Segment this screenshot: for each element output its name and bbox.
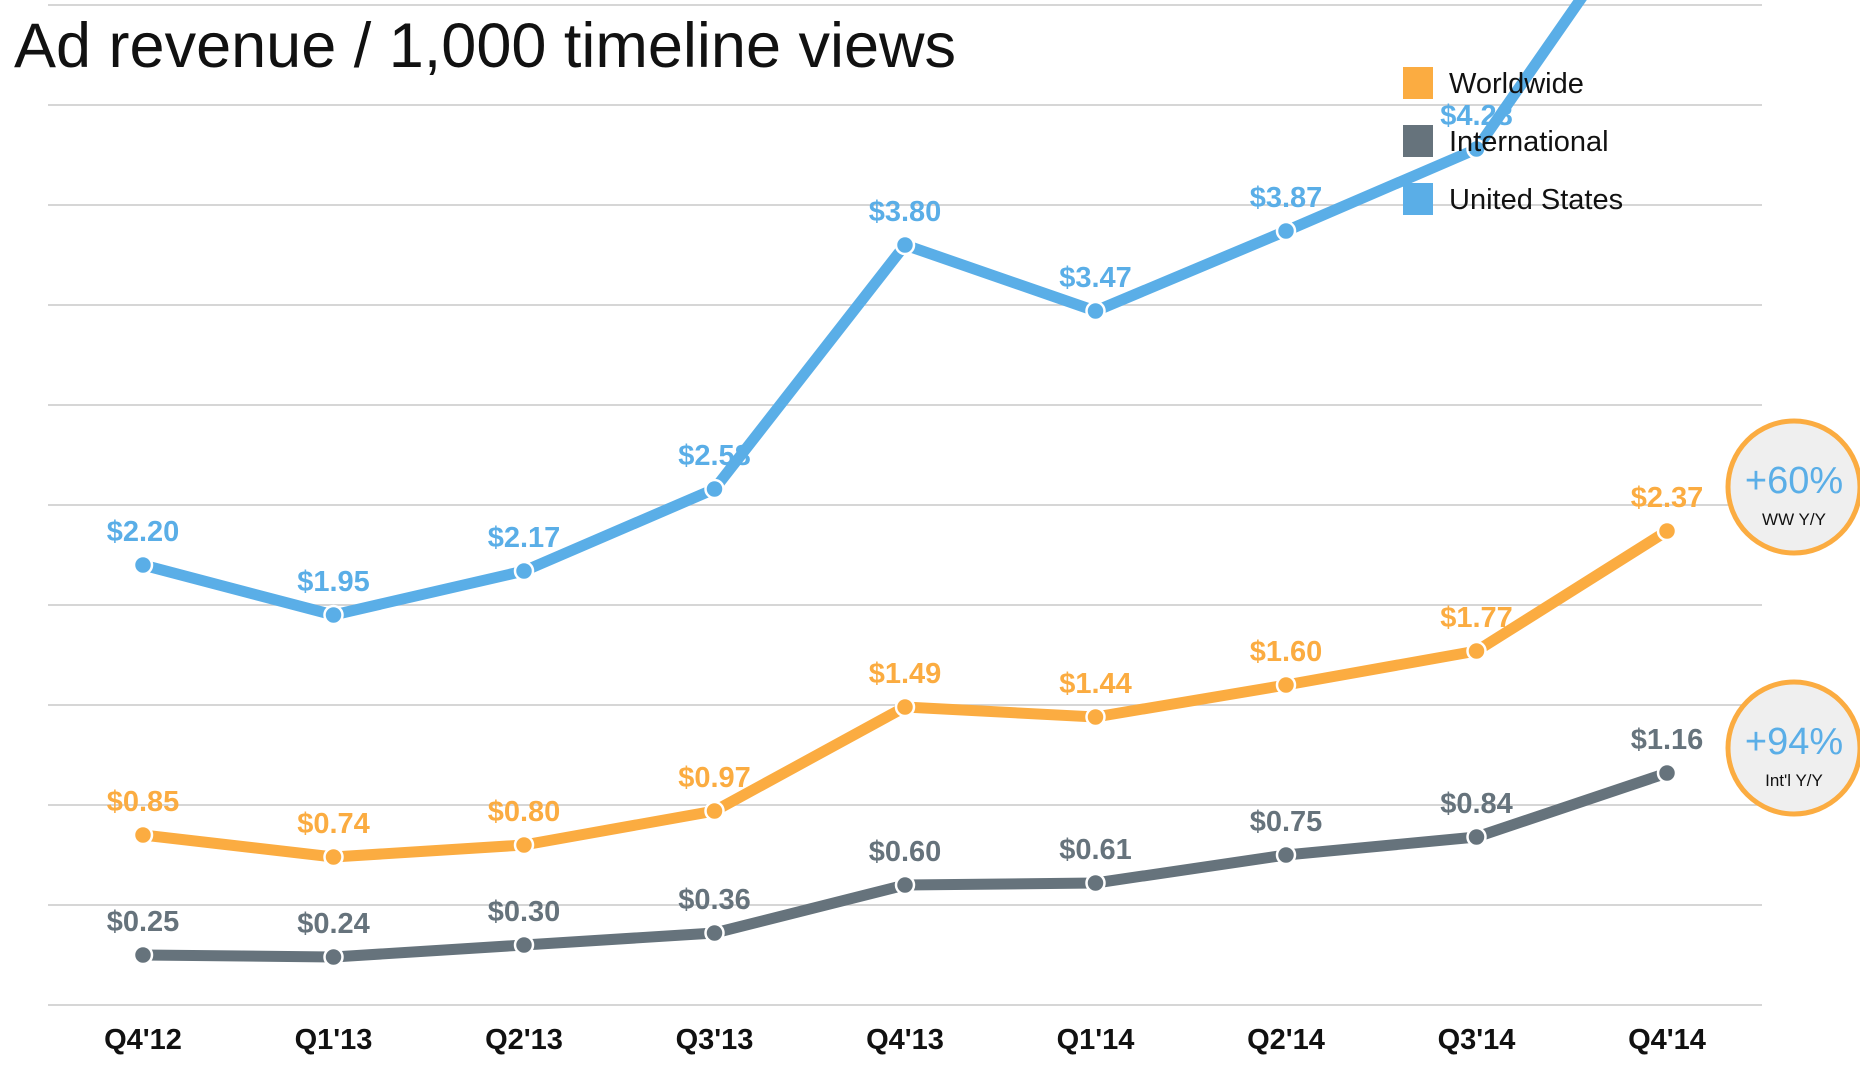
data-point-united-states (704, 478, 725, 500)
data-label-worldwide: $1.77 (1440, 602, 1513, 634)
legend-item-united-states: United States (1403, 183, 1623, 216)
data-label-united-states: $3.80 (869, 196, 942, 228)
data-label-worldwide: $0.80 (488, 796, 561, 828)
data-point-worldwide (704, 800, 725, 822)
data-point-united-states (513, 560, 535, 582)
series-points (132, 138, 1678, 968)
data-point-worldwide (1656, 520, 1678, 542)
legend-swatch (1403, 67, 1433, 99)
badge-percent: +94% (1745, 721, 1843, 763)
data-label-worldwide: $1.49 (869, 658, 942, 690)
data-point-international (323, 946, 344, 968)
series-line-united-states (137, 0, 1587, 621)
data-label-worldwide: $1.44 (1059, 668, 1132, 700)
data-label-worldwide: $0.85 (107, 786, 180, 818)
x-tick-label: Q2'14 (1247, 1024, 1325, 1056)
data-label-international: $0.61 (1059, 834, 1132, 866)
x-tick-label: Q4'12 (104, 1024, 182, 1056)
data-label-worldwide: $0.97 (678, 762, 751, 794)
x-tick-label: Q1'13 (295, 1024, 373, 1056)
data-point-united-states (894, 234, 916, 256)
data-point-international (1466, 826, 1487, 848)
chart-title: Ad revenue / 1,000 timeline views (14, 11, 957, 81)
data-label-united-states: $3.47 (1059, 262, 1132, 294)
data-label-united-states: $3.87 (1250, 182, 1323, 214)
x-axis-ticks: Q4'12 Q1'13 Q2'13 Q3'13 Q4'13 Q1'14 Q2'14 Q3'14… (104, 1024, 1706, 1056)
data-point-international (704, 922, 725, 944)
x-tick-label: Q3'13 (676, 1024, 754, 1056)
data-label-international: $0.25 (107, 906, 180, 938)
data-point-united-states (323, 604, 344, 626)
x-tick-label: Q4'13 (866, 1024, 944, 1056)
data-label-worldwide: $0.74 (297, 808, 370, 840)
data-point-worldwide (132, 824, 154, 846)
data-point-international (1656, 762, 1678, 784)
data-label-international: $0.60 (869, 836, 942, 868)
data-label-united-states: $1.95 (297, 566, 370, 598)
badge-circle (1725, 679, 1860, 817)
data-point-worldwide (1275, 674, 1297, 696)
badge-percent: +60% (1745, 460, 1843, 502)
data-label-international: $0.30 (488, 896, 561, 928)
data-label-international: $0.75 (1250, 806, 1323, 838)
data-label-international: $0.84 (1440, 788, 1513, 820)
data-point-worldwide (323, 846, 344, 868)
badge-int-l-y-y: +94% Int'l Y/Y (1725, 679, 1860, 817)
data-point-united-states (1275, 220, 1297, 242)
data-point-united-states (1466, 138, 1487, 160)
data-point-worldwide (894, 696, 916, 718)
data-point-worldwide (513, 834, 535, 856)
x-tick-label: Q1'14 (1057, 1024, 1135, 1056)
data-point-international (132, 944, 154, 966)
data-label-united-states: $2.20 (107, 516, 180, 548)
badge-caption: Int'l Y/Y (1765, 771, 1823, 790)
data-point-international (1085, 872, 1106, 894)
x-tick-label: Q3'14 (1438, 1024, 1516, 1056)
data-label-united-states: $2.58 (678, 440, 751, 472)
legend: Worldwide International United States (1403, 67, 1623, 216)
legend-label: Worldwide (1449, 68, 1584, 100)
data-point-united-states (1085, 300, 1106, 322)
legend-item-worldwide: Worldwide (1403, 67, 1584, 100)
legend-label: United States (1449, 184, 1623, 216)
data-point-international (1275, 844, 1297, 866)
data-point-worldwide (1085, 706, 1106, 728)
data-point-united-states (132, 554, 154, 576)
data-label-worldwide: $1.60 (1250, 636, 1323, 668)
legend-swatch (1403, 183, 1433, 215)
badge-caption: WW Y/Y (1762, 510, 1826, 529)
data-label-worldwide: $2.37 (1631, 482, 1704, 514)
data-label-international: $0.24 (297, 908, 370, 940)
data-label-international: $1.16 (1631, 724, 1704, 756)
badge-circle (1725, 418, 1860, 556)
legend-item-international: International (1403, 125, 1609, 158)
legend-swatch (1403, 125, 1433, 157)
data-label-united-states: $2.17 (488, 522, 561, 554)
data-labels: $0.25 $0.24 $0.30 $0.36 $0.60 $0.61 $0.75 $0.84… (107, 100, 1704, 940)
x-tick-label: Q4'14 (1628, 1024, 1706, 1056)
series-line-worldwide (137, 525, 1673, 863)
yoy-badges: +49%US Y/Y+60%WW Y/Y+94%Int'l Y/Y (1725, 418, 1860, 817)
x-tick-label: Q2'13 (485, 1024, 563, 1056)
legend-label: International (1449, 126, 1609, 158)
data-point-international (894, 874, 916, 896)
data-point-international (513, 934, 535, 956)
data-label-international: $0.36 (678, 884, 751, 916)
data-label-united-states: $4.28 (1440, 100, 1513, 132)
data-point-worldwide (1466, 640, 1487, 662)
series-lines (137, 0, 1673, 963)
badge-ww-y-y: +60% WW Y/Y (1725, 418, 1860, 556)
